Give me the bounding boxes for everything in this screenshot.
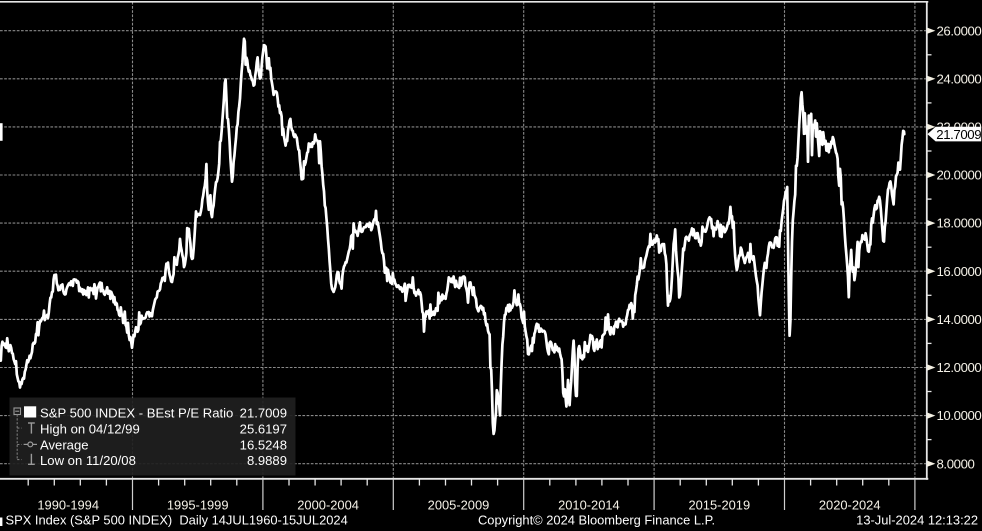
svg-text:21.7009: 21.7009 <box>936 127 981 142</box>
svg-text:20.0000: 20.0000 <box>937 168 982 183</box>
svg-text:26.0000: 26.0000 <box>937 23 982 38</box>
svg-text:1990-1994: 1990-1994 <box>37 498 99 513</box>
svg-text:1995-1999: 1995-1999 <box>167 498 229 513</box>
svg-text:2020-2024: 2020-2024 <box>819 498 881 513</box>
svg-text:8.9889: 8.9889 <box>247 453 287 468</box>
svg-text:SPX Index (S&P 500 INDEX) Dai: SPX Index (S&P 500 INDEX) Daily 14JUL196… <box>6 513 348 528</box>
svg-text:14.0000: 14.0000 <box>937 312 982 327</box>
svg-text:10.0000: 10.0000 <box>937 408 982 423</box>
svg-text:2010-2014: 2010-2014 <box>558 498 620 513</box>
svg-text:2015-2019: 2015-2019 <box>688 498 750 513</box>
svg-text:16.0000: 16.0000 <box>937 264 982 279</box>
svg-text:16.5248: 16.5248 <box>240 437 287 452</box>
svg-text:2000-2004: 2000-2004 <box>297 498 359 513</box>
svg-text:18.0000: 18.0000 <box>937 216 982 231</box>
svg-text:High on 04/12/99: High on 04/12/99 <box>40 422 140 437</box>
svg-text:Low on 11/20/08: Low on 11/20/08 <box>40 453 136 468</box>
svg-text:24.0000: 24.0000 <box>937 71 982 86</box>
svg-text:Copyright© 2024 Bloomberg Fina: Copyright© 2024 Bloomberg Finance L.P. <box>478 513 715 528</box>
svg-text:13-Jul-2024 12:13:22: 13-Jul-2024 12:13:22 <box>856 513 978 528</box>
svg-text:25.6197: 25.6197 <box>240 422 287 437</box>
svg-text:S&P 500 INDEX - BEst P/E Ratio: S&P 500 INDEX - BEst P/E Ratio <box>40 405 233 420</box>
svg-text:8.0000: 8.0000 <box>937 456 975 471</box>
svg-text:Average: Average <box>40 437 89 452</box>
svg-text:12.0000: 12.0000 <box>937 360 982 375</box>
svg-text:21.7009: 21.7009 <box>240 405 287 420</box>
svg-text:2005-2009: 2005-2009 <box>428 498 490 513</box>
